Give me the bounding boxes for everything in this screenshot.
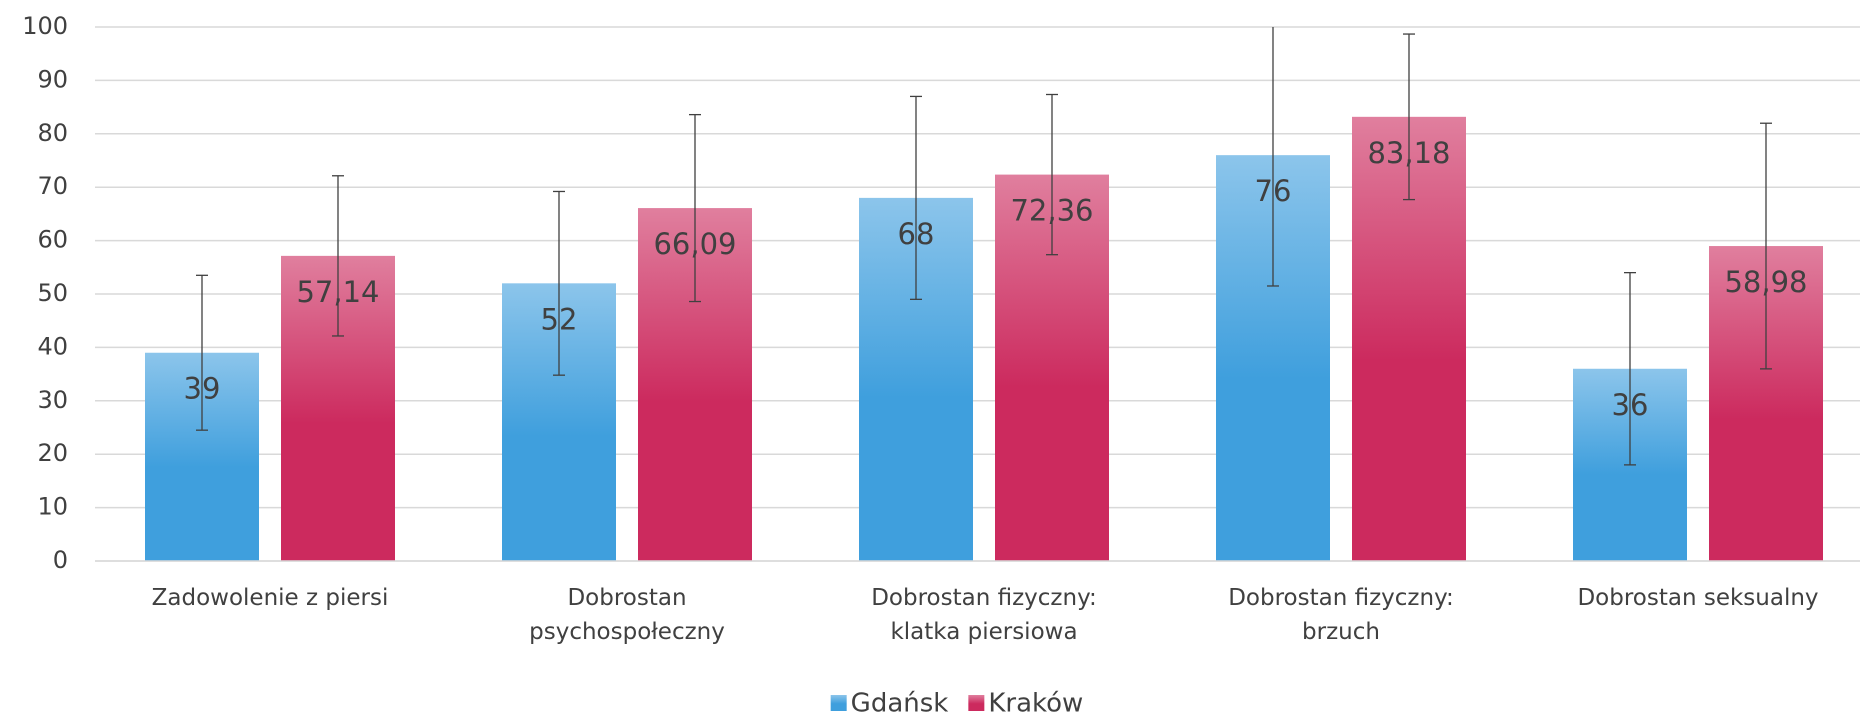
y-tick-label: 100 — [22, 12, 68, 40]
x-tick-label: Dobrostan seksualny — [1577, 585, 1819, 611]
y-tick-label: 20 — [37, 439, 68, 467]
x-tick-label: Zadowolenie z piersi — [151, 585, 389, 611]
y-tick-label: 0 — [53, 546, 68, 574]
x-tick-label: Dobrostan fizyczny: klatka piersiowa — [871, 585, 1097, 645]
error-bar — [553, 190, 565, 376]
data-label: 72,36 — [1010, 194, 1093, 228]
data-label: 57,14 — [296, 275, 379, 309]
y-tick-label: 10 — [37, 493, 68, 521]
data-label: 52 — [541, 302, 578, 336]
legend-label: Kraków — [988, 689, 1083, 718]
error-bar — [1267, 27, 1279, 287]
error-bar — [1760, 122, 1772, 370]
y-tick-label: 40 — [37, 332, 68, 360]
data-label: 58,98 — [1724, 265, 1807, 299]
data-label: 76 — [1255, 174, 1292, 208]
x-tick-label: Dobrostan fizyczny: brzuch — [1228, 585, 1454, 645]
error-bar — [689, 113, 701, 303]
legend-swatch — [830, 695, 847, 711]
y-tick-label: 50 — [37, 279, 68, 307]
error-bar — [1403, 33, 1415, 201]
data-label: 39 — [184, 372, 221, 406]
data-label: 36 — [1612, 388, 1649, 422]
y-tick-label: 70 — [37, 172, 68, 200]
y-tick-label: 30 — [37, 386, 68, 414]
data-label: 66,09 — [653, 227, 736, 261]
data-label: 68 — [898, 217, 935, 251]
error-bar — [1046, 93, 1058, 256]
y-tick-label: 90 — [37, 65, 68, 93]
legend-swatch — [968, 695, 985, 711]
error-bar — [332, 175, 344, 337]
error-bar — [1624, 271, 1636, 466]
legend-label: Gdańsk — [851, 689, 949, 718]
error-bar — [196, 274, 208, 431]
error-bar — [910, 95, 922, 300]
y-tick-label: 80 — [37, 119, 68, 147]
x-tick-label: Dobrostan psychospołeczny — [529, 585, 725, 645]
y-tick-label: 60 — [37, 226, 68, 254]
data-label: 83,18 — [1367, 136, 1450, 170]
